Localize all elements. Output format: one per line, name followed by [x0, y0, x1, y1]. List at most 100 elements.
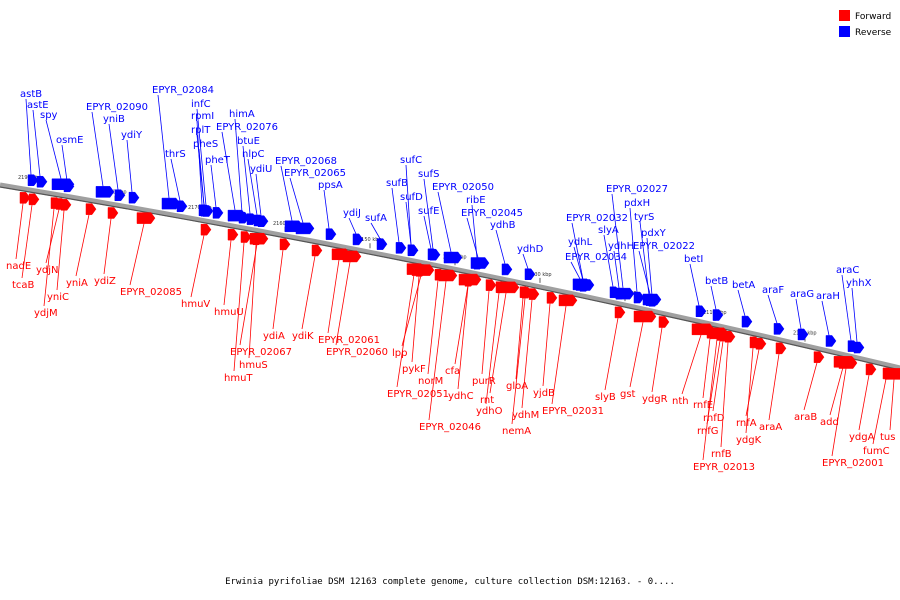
gene-label-epyr-02022[interactable]: EPYR_02022 [633, 241, 695, 252]
gene-label-ydjm[interactable]: ydjM [34, 308, 58, 319]
gene-label-sufc[interactable]: sufC [400, 155, 422, 166]
gene-label-phes[interactable]: pheS [193, 139, 218, 150]
gene-label-rnfe[interactable]: rnfE [693, 400, 713, 411]
gene-label-hmuv[interactable]: hmuV [181, 299, 210, 310]
gene-label-ydhb[interactable]: ydhB [490, 220, 516, 231]
gene-label-epyr-02050[interactable]: EPYR_02050 [432, 182, 494, 193]
gene-label-tyrs[interactable]: tyrS [634, 212, 654, 223]
gene-label-epyr-02032[interactable]: EPYR_02032 [566, 213, 628, 224]
gene-label-tcab[interactable]: tcaB [12, 280, 35, 291]
gene-label-ynia[interactable]: yniA [66, 278, 88, 289]
gene-label-epyr-02001[interactable]: EPYR_02001 [822, 458, 884, 469]
gene-label-epyr-02090[interactable]: EPYR_02090 [86, 102, 148, 113]
gene-label-nema[interactable]: nemA [502, 426, 531, 437]
gene-label-nlpc[interactable]: nlpC [242, 149, 264, 160]
gene-label-cfa[interactable]: cfa [445, 366, 460, 377]
gene-label-epyr-02013[interactable]: EPYR_02013 [693, 462, 755, 473]
gene-label-sufs[interactable]: sufS [418, 169, 439, 180]
gene-label-epyr-02031[interactable]: EPYR_02031 [542, 406, 604, 417]
gene-label-add[interactable]: add [820, 417, 839, 428]
gene-label-rnfb[interactable]: rnfB [711, 449, 732, 460]
gene-label-hmut[interactable]: hmuT [224, 373, 253, 384]
gene-label-ydhh[interactable]: ydhH [608, 241, 634, 252]
gene-label-epyr-02061[interactable]: EPYR_02061 [318, 335, 380, 346]
gene-label-epyr-02045[interactable]: EPYR_02045 [461, 208, 523, 219]
gene-label-ydiz[interactable]: ydiZ [94, 276, 116, 287]
gene-label-epyr-02085[interactable]: EPYR_02085 [120, 287, 182, 298]
gene-label-ynib[interactable]: yniB [103, 114, 125, 125]
gene-label-ydhd[interactable]: ydhD [517, 244, 544, 255]
gene-label-ydiu[interactable]: ydiU [250, 164, 272, 175]
gene-label-ydiy[interactable]: ydiY [121, 130, 143, 141]
gene-label-epyr-02046[interactable]: EPYR_02046 [419, 422, 481, 433]
gene-label-pykf[interactable]: pykF [402, 364, 426, 375]
gene-label-pdxy[interactable]: pdxY [641, 228, 667, 239]
gene-label-nade[interactable]: nadE [6, 261, 31, 272]
gene-label-arag[interactable]: araG [790, 289, 814, 300]
gene-label-tus[interactable]: tus [880, 432, 895, 443]
gene-label-purr[interactable]: purR [472, 376, 496, 387]
gene-label-phet[interactable]: pheT [205, 155, 231, 166]
gene-label-epyr-02067[interactable]: EPYR_02067 [230, 347, 292, 358]
gene-label-yhhx[interactable]: yhhX [846, 278, 872, 289]
gene-label-ydhc[interactable]: ydhC [448, 391, 474, 402]
gene-label-nth[interactable]: nth [672, 396, 689, 407]
gene-label-pdxh[interactable]: pdxH [624, 198, 650, 209]
gene-label-epyr-02060[interactable]: EPYR_02060 [326, 347, 388, 358]
gene-label-ydia[interactable]: ydiA [263, 331, 285, 342]
gene-label-ydhm[interactable]: ydhM [512, 410, 539, 421]
gene-label-epyr-02051[interactable]: EPYR_02051 [387, 389, 449, 400]
gene-label-fumc[interactable]: fumC [863, 446, 890, 457]
gene-label-epyr-02068[interactable]: EPYR_02068 [275, 156, 337, 167]
gene-label-ydij[interactable]: ydiJ [343, 208, 361, 219]
gene-label-hima[interactable]: himA [229, 109, 255, 120]
gene-label-epyr-02084[interactable]: EPYR_02084 [152, 85, 214, 96]
gene-label-arab[interactable]: araB [794, 412, 817, 423]
gene-label-ppsa[interactable]: ppsA [318, 180, 343, 191]
gene-label-rnfg[interactable]: rnfG [697, 426, 719, 437]
gene-label-gloa[interactable]: gloA [506, 381, 528, 392]
gene-label-epyr-02027[interactable]: EPYR_02027 [606, 184, 668, 195]
gene-label-sufe[interactable]: sufE [418, 206, 439, 217]
gene-label-lpp[interactable]: lpp [392, 348, 407, 359]
gene-label-ydhl[interactable]: ydhL [568, 237, 593, 248]
gene-label-osme[interactable]: osmE [56, 135, 83, 146]
gene-label-ydga[interactable]: ydgA [849, 432, 875, 443]
gene-label-arac[interactable]: araC [836, 265, 859, 276]
gene-label-beta[interactable]: betA [732, 280, 755, 291]
gene-label-slyb[interactable]: slyB [595, 392, 616, 403]
gene-label-aste[interactable]: astE [27, 100, 49, 111]
gene-label-rpmi[interactable]: rpmI [191, 111, 214, 122]
gene-label-araa[interactable]: araA [759, 422, 782, 433]
gene-label-arah[interactable]: araH [816, 291, 840, 302]
gene-label-rnfd[interactable]: rnfD [703, 413, 725, 424]
gene-label-araf[interactable]: araF [762, 285, 784, 296]
gene-label-ydgk[interactable]: ydgK [736, 435, 762, 446]
gene-label-btue[interactable]: btuE [237, 136, 260, 147]
gene-label-ydgr[interactable]: ydgR [642, 394, 668, 405]
gene-label-hmus[interactable]: hmuS [239, 360, 268, 371]
gene-label-sufa[interactable]: sufA [365, 213, 387, 224]
gene-label-ydho[interactable]: ydhO [476, 406, 503, 417]
gene-label-ribe[interactable]: ribE [466, 195, 486, 206]
gene-label-sufb[interactable]: sufB [386, 178, 408, 189]
gene-label-spy[interactable]: spy [40, 110, 58, 121]
gene-label-hmuu[interactable]: hmuU [214, 307, 244, 318]
gene-label-rnt[interactable]: rnt [480, 395, 494, 406]
gene-label-astb[interactable]: astB [20, 89, 42, 100]
gene-label-epyr-02076[interactable]: EPYR_02076 [216, 122, 278, 133]
gene-label-yjdb[interactable]: yjdB [533, 388, 555, 399]
gene-label-sufd[interactable]: sufD [400, 192, 423, 203]
gene-label-thrs[interactable]: thrS [165, 149, 186, 160]
gene-label-rplt[interactable]: rplT [191, 125, 211, 136]
gene-label-infc[interactable]: infC [191, 99, 211, 110]
gene-label-norm[interactable]: norM [418, 376, 443, 387]
gene-label-beti[interactable]: betI [684, 254, 703, 265]
gene-label-epyr-02065[interactable]: EPYR_02065 [284, 168, 346, 179]
gene-label-epyr-02034[interactable]: EPYR_02034 [565, 252, 627, 263]
gene-label-ynic[interactable]: yniC [47, 292, 69, 303]
gene-label-ydik[interactable]: ydiK [292, 331, 314, 342]
gene-label-gst[interactable]: gst [620, 389, 636, 400]
gene-label-slya[interactable]: slyA [598, 225, 619, 236]
gene-label-betb[interactable]: betB [705, 276, 728, 287]
